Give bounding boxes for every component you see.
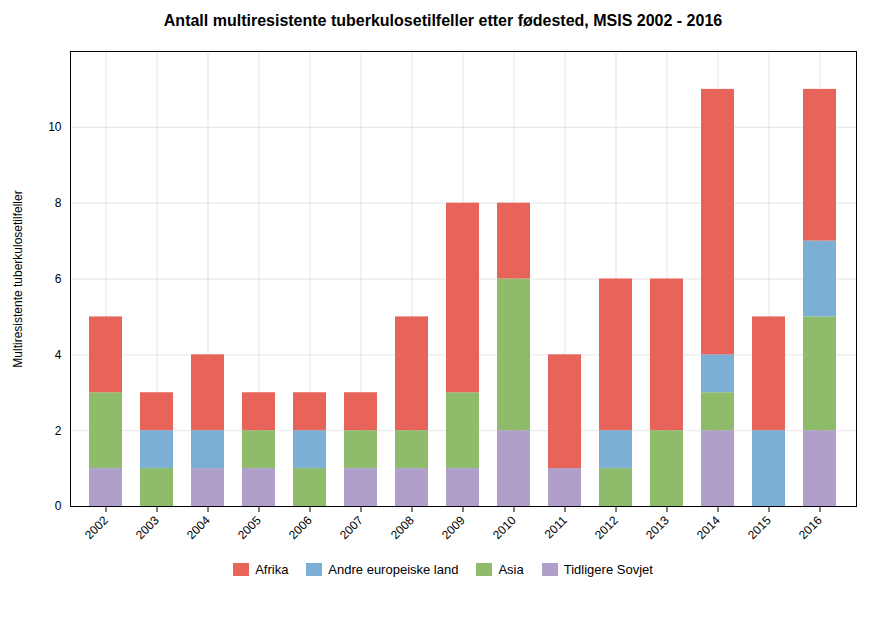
svg-text:2007: 2007 (337, 513, 366, 542)
svg-text:2: 2 (55, 424, 62, 438)
html-text:Tidligere Sovjet: Tidligere Sovjet (563, 562, 653, 577)
svg-text:2003: 2003 (133, 513, 162, 542)
svg-text:2009: 2009 (439, 513, 468, 542)
html-text:Afrika: Afrika (255, 562, 289, 577)
svg-text:6: 6 (55, 272, 62, 286)
html-text:Asia: Asia (498, 562, 524, 577)
svg-text:2015: 2015 (745, 513, 774, 542)
svg-text:2002: 2002 (82, 513, 111, 542)
svg-text:2013: 2013 (643, 513, 672, 542)
svg-text:8: 8 (55, 196, 62, 210)
svg-text:0: 0 (55, 499, 62, 513)
html-text:Antall multiresistente tuberku: Antall multiresistente tuberkulosetilfel… (163, 12, 723, 29)
svg-text:2011: 2011 (542, 513, 570, 541)
svg-text:4: 4 (55, 348, 62, 362)
svg-text:2014: 2014 (694, 513, 723, 542)
svg-text:2008: 2008 (388, 513, 417, 542)
svg-text:2004: 2004 (184, 513, 213, 542)
html-text:Andre europeiske land: Andre europeiske land (328, 562, 459, 577)
svg-text:2012: 2012 (592, 513, 621, 542)
svg-text:10: 10 (48, 120, 62, 134)
svg-text:Multiresistente tuberkulosetil: Multiresistente tuberkulosetilfeller (11, 190, 25, 367)
svg-text:2006: 2006 (286, 513, 315, 542)
svg-text:2010: 2010 (490, 513, 519, 542)
svg-text:2005: 2005 (235, 513, 264, 542)
svg-text:2016: 2016 (796, 513, 825, 542)
